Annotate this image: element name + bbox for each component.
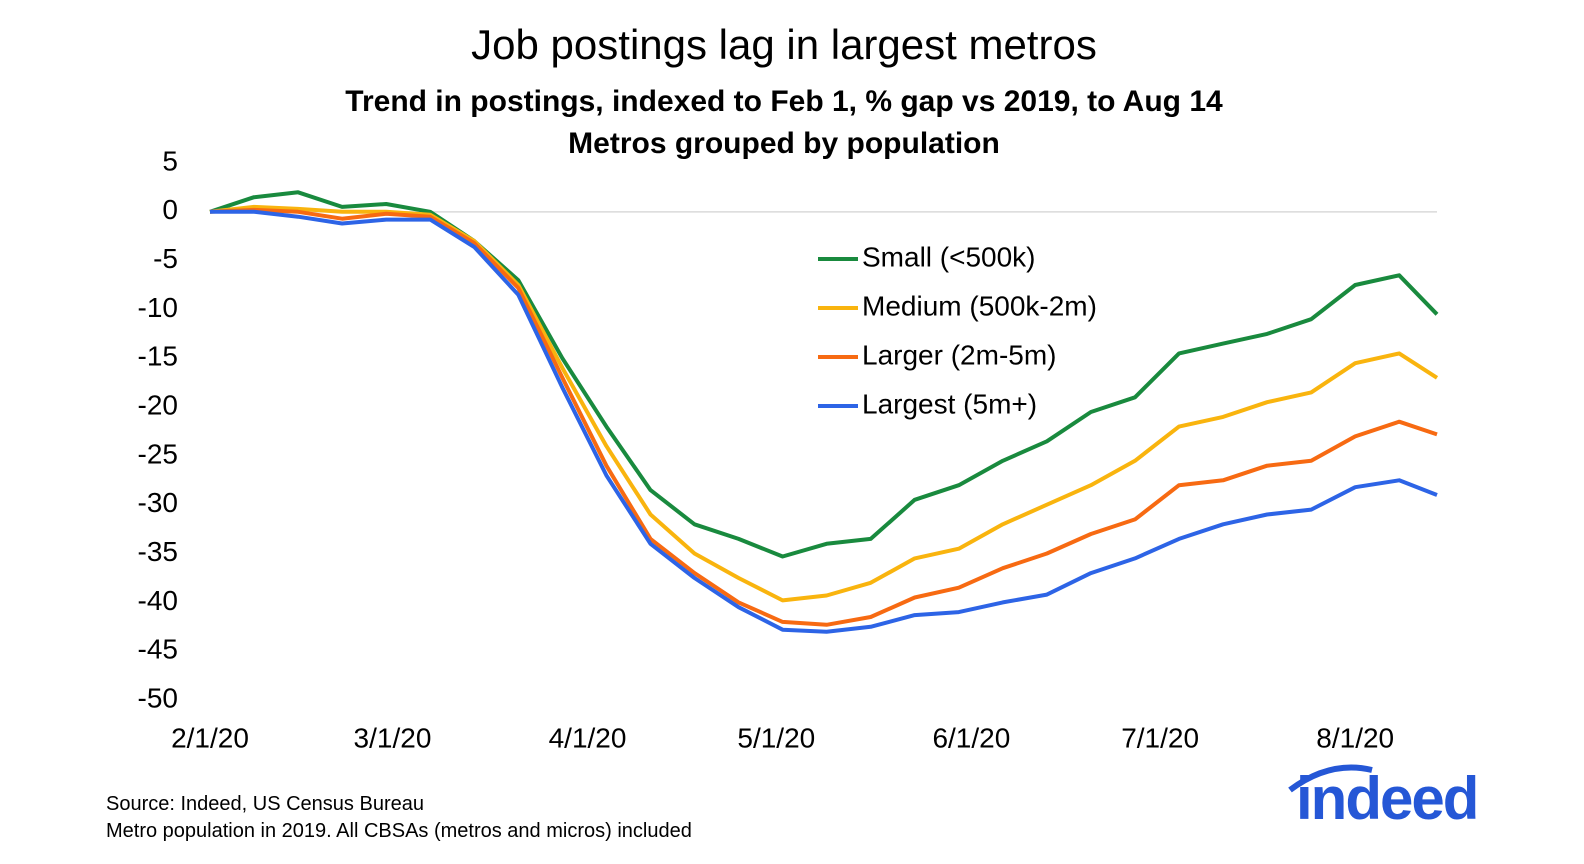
legend-label: Largest (5m+) xyxy=(862,388,1037,419)
y-tick-label: -45 xyxy=(138,634,178,665)
source-note: Source: Indeed, US Census Bureau xyxy=(106,793,424,815)
x-tick-label: 5/1/20 xyxy=(737,722,815,753)
y-tick-label: -20 xyxy=(138,389,178,420)
x-tick-label: 8/1/20 xyxy=(1316,722,1394,753)
chart-subtitle: Trend in postings, indexed to Feb 1, % g… xyxy=(345,85,1223,118)
legend-label: Small (<500k) xyxy=(862,241,1036,272)
y-tick-label: -50 xyxy=(138,682,178,713)
chart-title: Job postings lag in largest metros xyxy=(471,21,1097,68)
chart-subtitle: Metros grouped by population xyxy=(568,127,1000,160)
source-note: Metro population in 2019. All CBSAs (met… xyxy=(106,820,692,842)
legend-label: Medium (500k-2m) xyxy=(862,290,1097,321)
x-tick-label: 4/1/20 xyxy=(549,722,627,753)
series-line xyxy=(209,207,1438,627)
y-tick-label: 5 xyxy=(162,145,178,176)
x-tick-label: 7/1/20 xyxy=(1121,722,1199,753)
logo: indeed xyxy=(1296,765,1477,832)
y-tick-label: -35 xyxy=(138,536,178,567)
x-tick-label: 3/1/20 xyxy=(354,722,432,753)
series-line xyxy=(209,190,1439,559)
series-line xyxy=(209,204,1439,603)
series-line xyxy=(210,209,1438,634)
legend-label: Larger (2m-5m) xyxy=(862,339,1056,370)
y-tick-label: -40 xyxy=(138,585,178,616)
y-tick-label: -5 xyxy=(153,243,178,274)
y-tick-label: -25 xyxy=(138,438,178,469)
logo-arc xyxy=(1288,764,1373,793)
y-tick-label: 0 xyxy=(162,194,178,225)
x-tick-label: 6/1/20 xyxy=(932,722,1010,753)
y-tick-label: -30 xyxy=(138,487,178,518)
y-tick-label: -10 xyxy=(138,292,178,323)
y-tick-label: -15 xyxy=(138,341,178,372)
x-tick-label: 2/1/20 xyxy=(171,722,249,753)
